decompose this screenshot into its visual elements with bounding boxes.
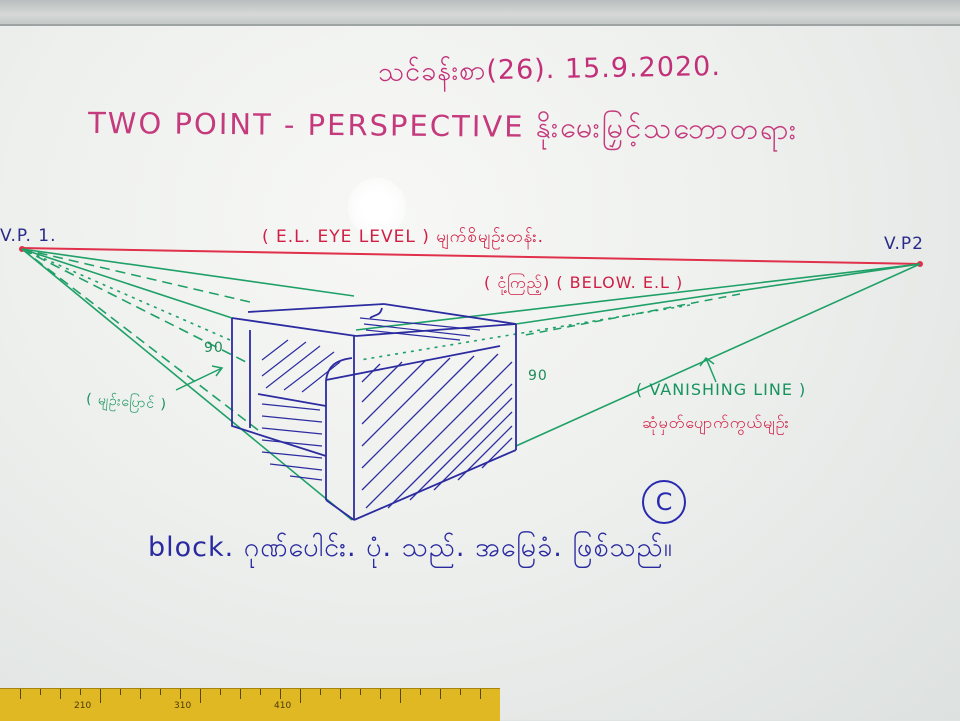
- vanishing-line-myanmar: ဆုံမှတ်ပျောက်ကွယ်မျဉ်း: [642, 412, 790, 436]
- circled-mark: C: [642, 480, 686, 524]
- angle-left-label: 90: [204, 340, 224, 356]
- vanishing-line-label: ( VANISHING LINE ): [636, 380, 806, 399]
- lesson-title: TWO POINT - PERSPECTIVE နိုးမေးမြှင့်သဘေ…: [88, 105, 798, 154]
- vp1-label: V.P. 1.: [0, 226, 56, 246]
- angle-right-label: 90: [528, 368, 548, 384]
- ruler-number: 410: [274, 701, 291, 711]
- below-eye-level-label: ( ငုံ့ကြည့်) ( BELOW. E.L ): [484, 272, 683, 296]
- vp2-label: V.P2: [884, 234, 924, 254]
- bottom-note: block. ဂုဏ်ပေါင်း. ပုံ. သည်. အမြေခံ. ဖြစ…: [148, 530, 673, 570]
- block-inner-hatching: [262, 318, 480, 480]
- ruler-number: 210: [74, 701, 91, 711]
- ruler-number: 310: [174, 701, 191, 711]
- ruler: 210 310 410: [0, 688, 500, 721]
- lesson-date: သင်ခန်းစာ(26). 15.9.2020.: [378, 49, 722, 95]
- eye-level-label: ( E.L. EYE LEVEL ) မျက်စိမျဉ်းတန်း.: [262, 226, 544, 251]
